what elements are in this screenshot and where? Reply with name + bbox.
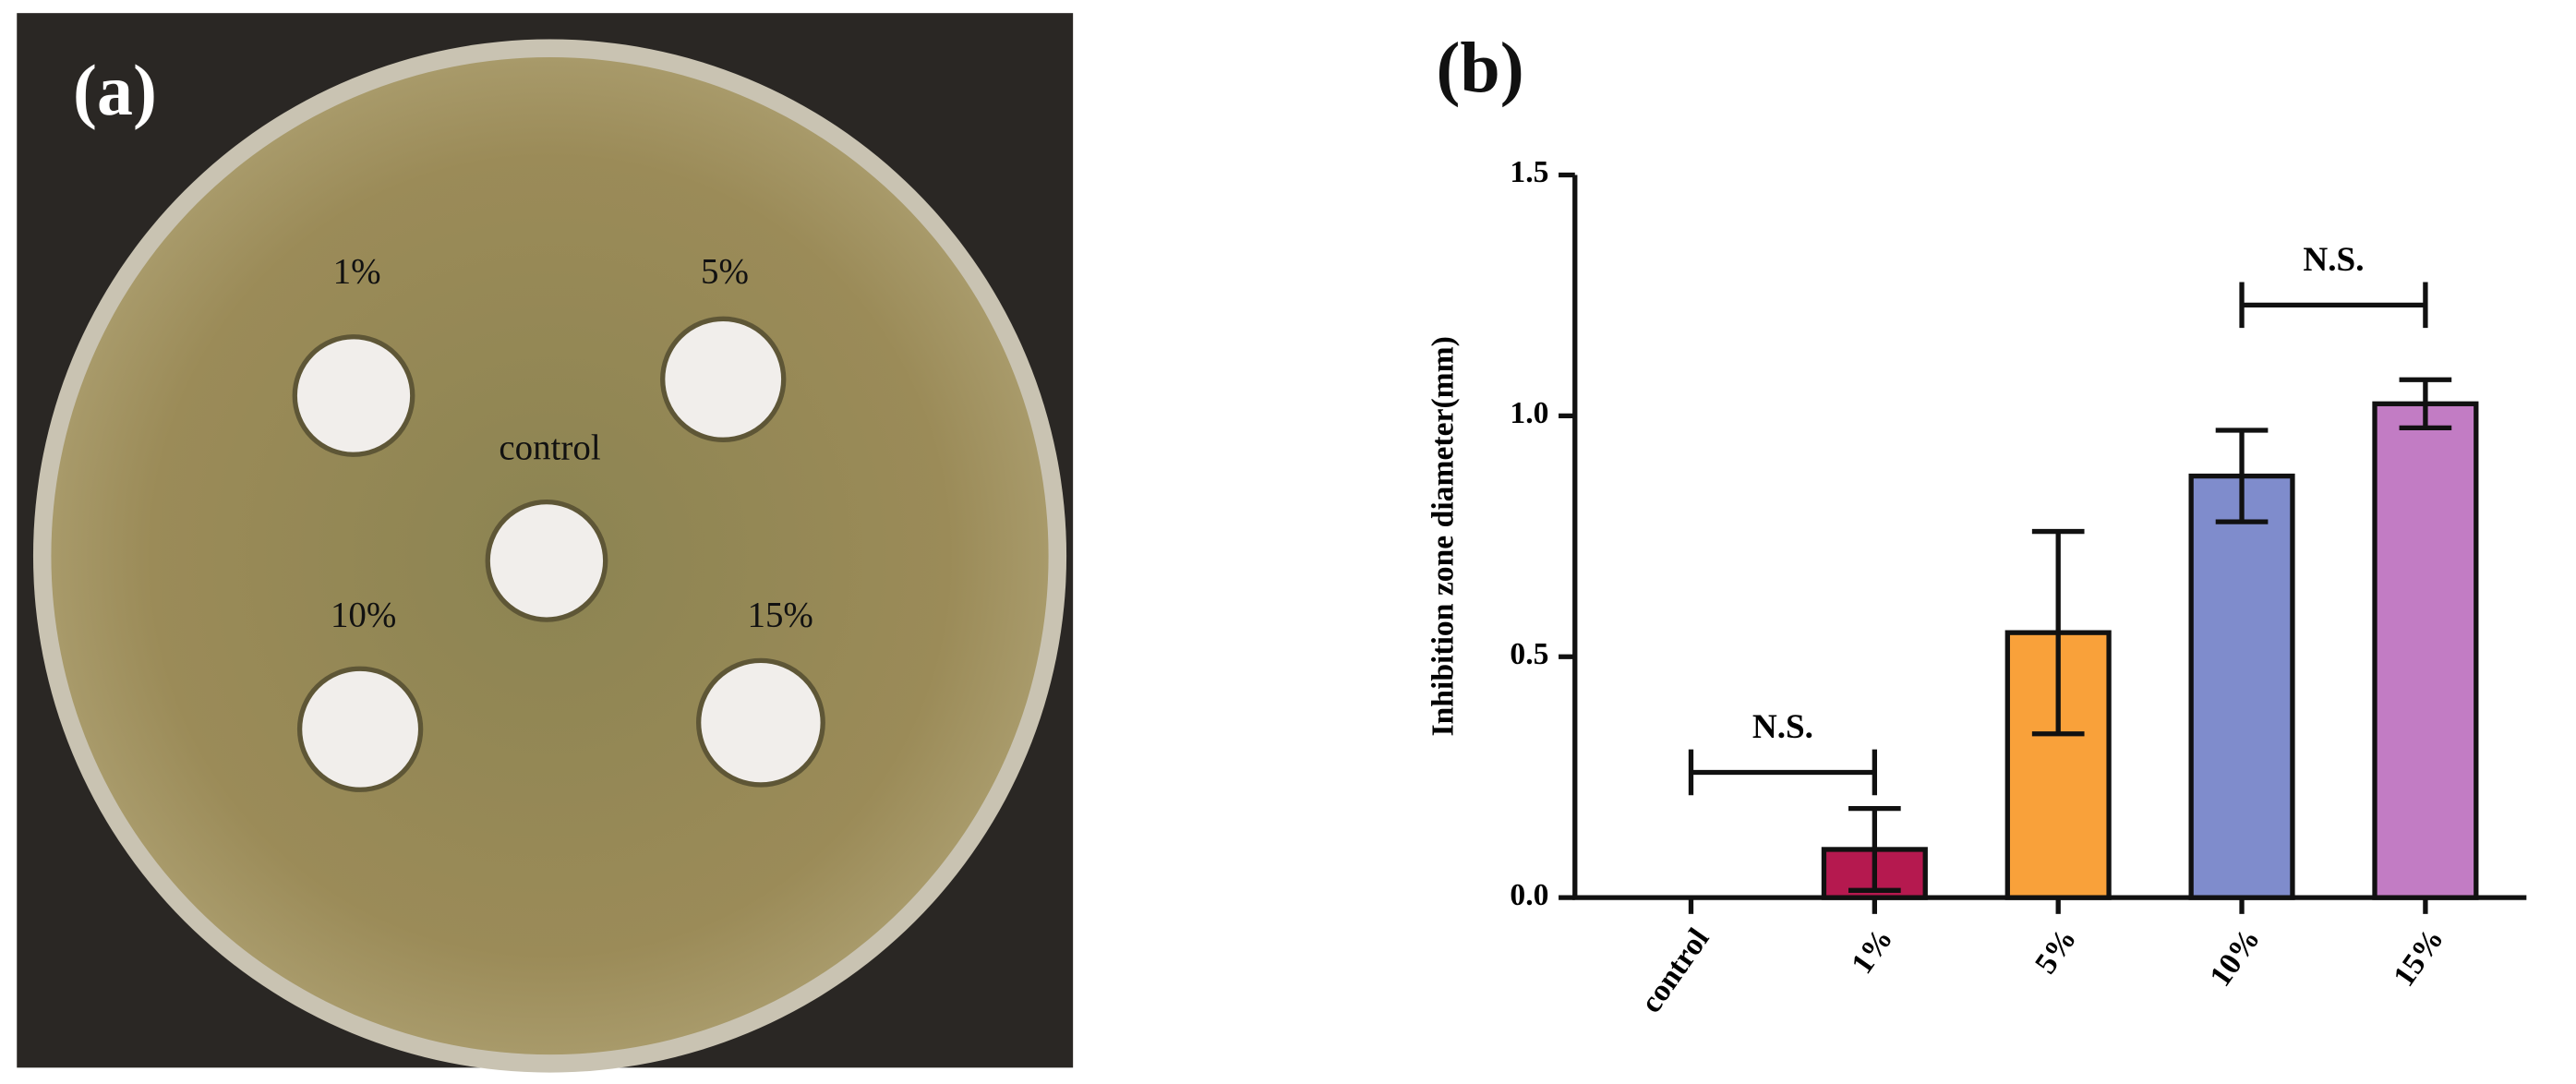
disc bbox=[660, 316, 787, 442]
bar bbox=[2372, 401, 2479, 900]
disc bbox=[695, 657, 825, 788]
discs bbox=[292, 316, 825, 792]
x-tick-label: 1% bbox=[1845, 922, 1899, 981]
disc-label: 5% bbox=[701, 251, 749, 291]
significance-bracket bbox=[1688, 749, 1877, 796]
y-tick-label: 0.5 bbox=[1510, 637, 1548, 671]
disc bbox=[296, 666, 424, 792]
x-tick-label: 10% bbox=[2203, 922, 2267, 993]
bar bbox=[2188, 473, 2295, 900]
significance-bracket bbox=[2239, 282, 2428, 329]
disc-label: 1% bbox=[333, 251, 381, 291]
x-tick-label: 15% bbox=[2387, 922, 2450, 993]
y-tick-label: 0.0 bbox=[1510, 878, 1548, 912]
disc bbox=[485, 499, 608, 622]
panel-label: (b) bbox=[1436, 28, 1523, 107]
error-bar bbox=[1848, 805, 1901, 893]
significance-label: N.S. bbox=[1752, 708, 1813, 746]
disc-label: 10% bbox=[331, 595, 396, 634]
x-tick-label: 5% bbox=[2028, 922, 2083, 981]
y-tick-label: 1.5 bbox=[1510, 155, 1548, 189]
significance-label: N.S. bbox=[2303, 241, 2364, 279]
disc-label: control bbox=[499, 428, 600, 468]
y-tick-label: 1.0 bbox=[1510, 396, 1548, 430]
panel-label: (a) bbox=[73, 51, 157, 130]
axes bbox=[1572, 175, 2527, 900]
x-tick-label: control bbox=[1634, 922, 1716, 1019]
error-bar bbox=[2031, 528, 2085, 737]
error-bar bbox=[2399, 377, 2452, 431]
disc-label: 15% bbox=[747, 595, 813, 634]
disc bbox=[292, 334, 415, 457]
y-axis-title: Inhibition zone diameter(mm) bbox=[1426, 336, 1461, 736]
error-bar bbox=[2215, 428, 2269, 524]
